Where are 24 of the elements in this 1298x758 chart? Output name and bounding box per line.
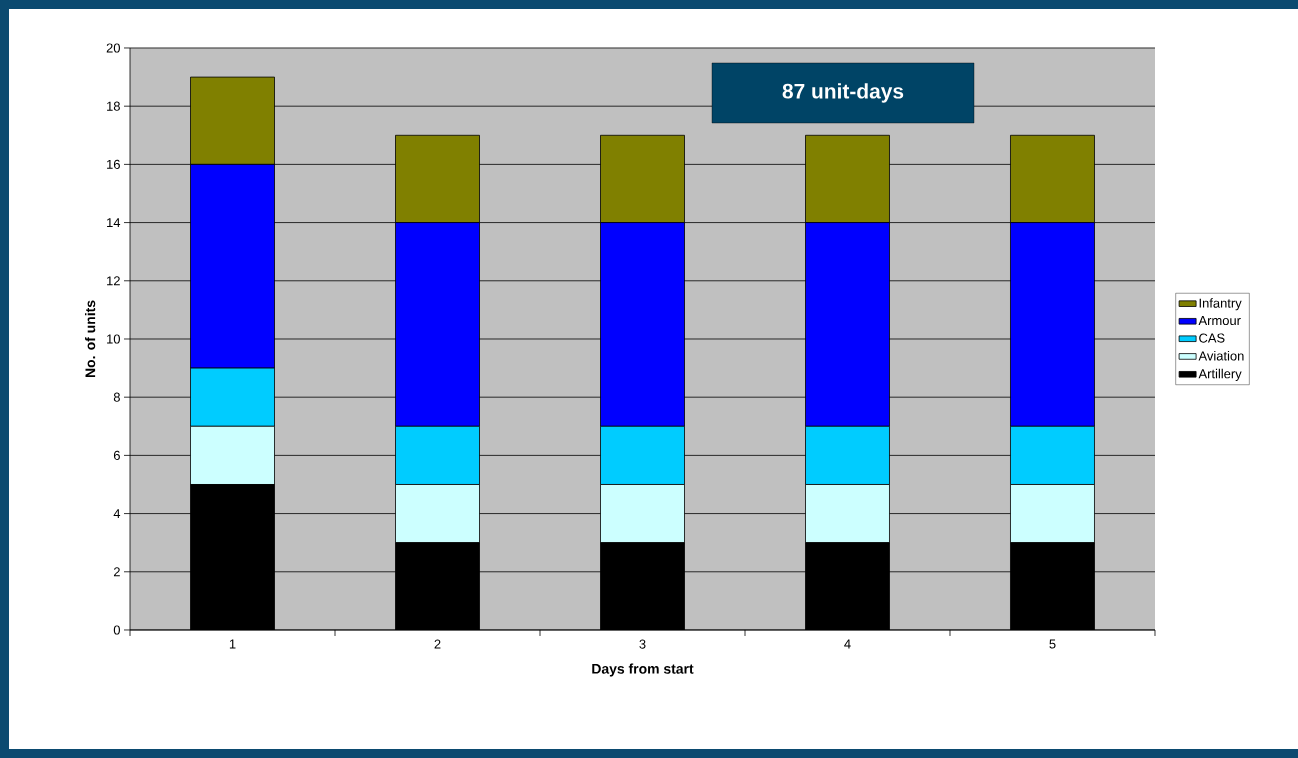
y-tick-label: 8: [113, 392, 120, 402]
y-tick-label: 20: [106, 43, 120, 53]
legend-label: Infantry: [1199, 298, 1242, 311]
y-axis-title: No. of units: [85, 300, 96, 378]
y-tick-label: 12: [107, 276, 120, 286]
legend-label: CAS: [1199, 333, 1225, 343]
y-tick-label: 6: [113, 450, 120, 460]
legend-label: Armour: [1198, 316, 1241, 326]
y-tick-label: 0: [113, 625, 120, 635]
legend-label: Aviation: [1198, 350, 1244, 361]
y-tick-label: 10: [107, 334, 120, 344]
x-tick-label: 3: [639, 639, 646, 649]
annotation: 87 unit-days: [782, 83, 904, 103]
x-tick-label: 4: [844, 639, 851, 649]
legend-label: Artillery: [1198, 368, 1242, 381]
y-tick-label: 14: [107, 218, 121, 228]
y-tick-label: 16: [107, 159, 120, 169]
x-tick-label: 5: [1049, 639, 1056, 649]
y-tick-label: 4: [113, 509, 121, 519]
x-tick-label: 2: [434, 639, 441, 649]
y-tick-label: 18: [107, 101, 120, 111]
x-axis-title: Days from start: [592, 663, 694, 677]
y-tick-label: 2: [113, 567, 120, 577]
x-tick-label: 1: [229, 639, 236, 649]
